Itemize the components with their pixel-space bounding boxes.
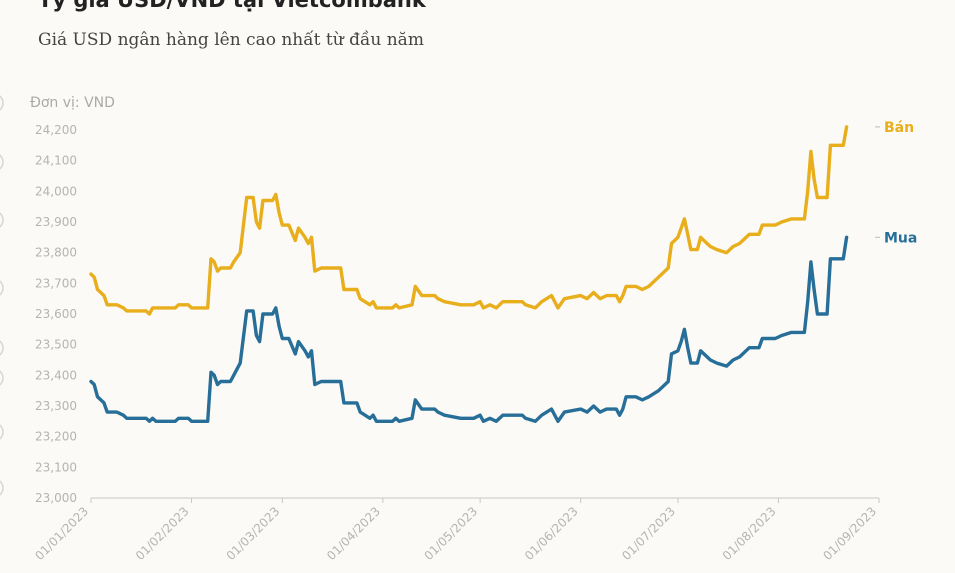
y-axis: 23,000 23,100 23,200 23,300 23,400 23,500 23,6… — [35, 123, 77, 505]
series-label: Mua — [884, 230, 917, 246]
y-tick-label: 23,600 — [35, 307, 77, 321]
x-tick-label: 01/03/2023 — [224, 504, 283, 563]
x-tick-label: 01/01/2023 — [32, 504, 91, 563]
y-tick-label: 23,800 — [35, 246, 77, 260]
x-tick-label: 01/04/2023 — [324, 504, 383, 563]
series-line-mua — [89, 235, 849, 423]
edge-circle — [0, 424, 4, 440]
y-tick-label: 23,900 — [35, 215, 77, 229]
edge-circle — [0, 212, 4, 228]
x-tick-label: 01/09/2023 — [820, 504, 879, 563]
left-edge-circles — [0, 95, 4, 496]
series-lines — [89, 125, 849, 423]
y-tick-label: 24,200 — [35, 123, 77, 137]
y-tick-label: 23,000 — [35, 491, 77, 505]
x-tick-label: 01/05/2023 — [421, 504, 480, 563]
chart-title: Tỷ giá USD/VND tại Vietcombank — [38, 0, 426, 12]
series-label: Bán — [884, 120, 914, 136]
series-labels: Bán Mua — [875, 120, 917, 246]
edge-circle — [0, 480, 4, 496]
y-tick-label: 23,400 — [35, 368, 77, 382]
y-tick-label: 23,200 — [35, 430, 77, 444]
edge-circle — [0, 340, 4, 356]
edge-circle — [0, 370, 4, 386]
x-tick-label: 01/02/2023 — [133, 504, 192, 563]
edge-circle — [0, 154, 4, 170]
x-tick-label: 01/06/2023 — [522, 504, 581, 563]
unit-label: Đơn vị: VND — [30, 95, 115, 111]
y-tick-label: 24,000 — [35, 184, 77, 198]
chart-subtitle: Giá USD ngân hàng lên cao nhất từ đầu nă… — [38, 30, 424, 50]
y-tick-label: 23,100 — [35, 460, 77, 474]
y-tick-label: 23,700 — [35, 276, 77, 290]
x-axis: 01/01/2023 01/02/2023 01/03/2023 01/04/2023… — [32, 497, 880, 563]
edge-circle — [0, 280, 4, 296]
edge-circle — [0, 95, 4, 111]
y-tick-label: 24,100 — [35, 154, 77, 168]
series-line-ban — [89, 125, 849, 316]
x-tick-label: 01/07/2023 — [619, 504, 678, 563]
y-tick-label: 23,300 — [35, 399, 77, 413]
x-tick-label: 01/08/2023 — [720, 504, 779, 563]
y-tick-label: 23,500 — [35, 338, 77, 352]
